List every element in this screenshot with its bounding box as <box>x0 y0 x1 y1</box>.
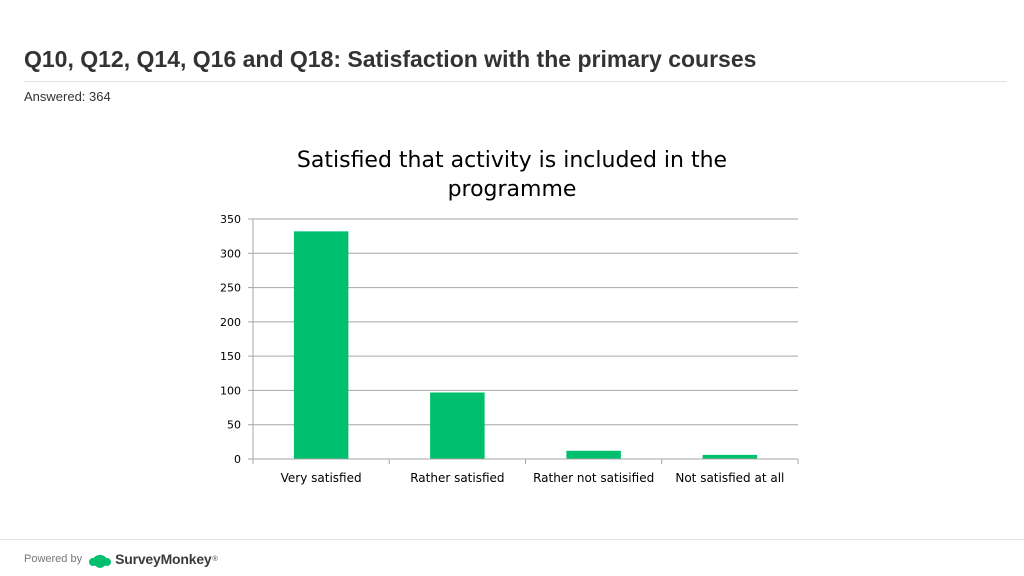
x-axis-labels: Very satisfied Rather satisfied Rather not… <box>281 471 785 485</box>
bars <box>293 231 758 459</box>
x-tick-label: Rather satisfied <box>410 471 504 485</box>
brand-name: SurveyMonkey <box>115 551 212 567</box>
chart-title-line-1: Satisfied that activity is included in t… <box>297 148 727 173</box>
chart-title-line-2: programme <box>448 177 577 202</box>
y-tick-label: 0 <box>234 453 241 466</box>
powered-by-label: Powered by <box>24 553 83 565</box>
y-tick-label: 200 <box>220 316 241 329</box>
bar-chart: Satisfied that activity is included in t… <box>220 148 799 485</box>
bar-4 <box>702 454 758 459</box>
y-axis-ticks: 0 50 100 150 200 250 300 350 <box>220 213 253 466</box>
answered-count: Answered: 364 <box>24 89 111 104</box>
title-divider <box>24 81 1007 82</box>
x-tick-label: Very satisfied <box>281 471 362 485</box>
x-axis <box>252 219 799 464</box>
chart-container: Satisfied that activity is included in t… <box>220 148 799 485</box>
bar-2 <box>430 392 485 459</box>
y-tick-label: 100 <box>220 384 241 397</box>
bar-1 <box>293 231 349 459</box>
footer-divider <box>0 539 1024 540</box>
y-tick-label: 300 <box>220 247 241 260</box>
surveymonkey-logo-icon <box>89 555 112 568</box>
brand-registered-mark: ® <box>212 555 218 563</box>
x-tick-label: Rather not satisified <box>533 471 654 485</box>
y-tick-label: 350 <box>220 213 241 226</box>
bar-3 <box>566 450 621 459</box>
y-tick-label: 50 <box>227 419 241 432</box>
page-title: Q10, Q12, Q14, Q16 and Q18: Satisfaction… <box>24 46 757 72</box>
x-tick-label: Not satisfied at all <box>675 471 784 485</box>
y-tick-label: 150 <box>220 350 241 363</box>
footer: Powered by SurveyMonkey ® <box>24 546 218 572</box>
y-tick-label: 250 <box>220 282 241 295</box>
